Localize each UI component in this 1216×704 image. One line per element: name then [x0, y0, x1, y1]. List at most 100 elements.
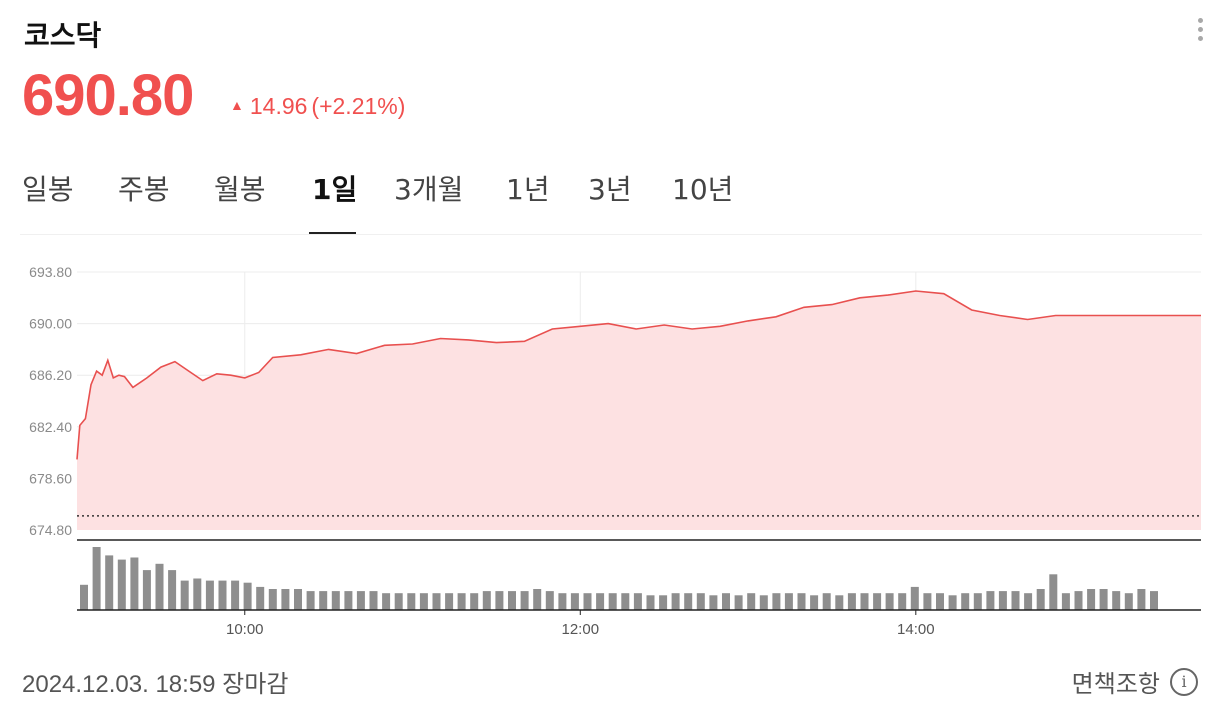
volume-bar [998, 591, 1007, 610]
volume-bar [545, 591, 554, 610]
volume-bar [432, 593, 441, 610]
index-title: 코스닥 [24, 19, 102, 52]
disclaimer-link[interactable]: 면책조항 i [1072, 664, 1198, 699]
volume-bar [936, 593, 944, 610]
more-options-icon[interactable] [1192, 18, 1208, 50]
volume-bar [520, 591, 529, 610]
market-close-timestamp: 2024.12.03. 18:59 장마감 [22, 671, 289, 698]
price-area [77, 291, 1201, 530]
y-tick-label: 686.20 [29, 367, 72, 383]
volume-bar [92, 547, 101, 610]
volume-bar [747, 593, 756, 610]
volume-bar [596, 593, 605, 610]
volume-bar [948, 595, 957, 610]
volume-bar [294, 589, 302, 610]
tab-1day[interactable]: 1일 [312, 173, 358, 206]
tabs-divider [20, 234, 1202, 235]
volume-bar [633, 593, 642, 610]
volume-bar [784, 593, 793, 610]
volume-bar [646, 595, 655, 610]
x-tick-label: 10:00 [226, 621, 264, 638]
volume-bar [810, 595, 819, 610]
volume-bar [193, 578, 202, 610]
volume-bar [356, 591, 365, 610]
volume-bar [1150, 591, 1158, 610]
volume-bar [470, 593, 479, 610]
tab-3months[interactable]: 3개월 [394, 173, 464, 206]
volume-bar [873, 593, 882, 610]
volume-bar [885, 593, 894, 610]
volume-bar [218, 580, 227, 610]
volume-bar [1087, 589, 1096, 610]
x-tick-label: 12:00 [562, 621, 600, 638]
active-tab-indicator [309, 232, 356, 234]
change-value: 14.96 [249, 93, 308, 119]
info-icon[interactable]: i [1170, 667, 1198, 696]
tab-daily[interactable]: 일봉 [22, 173, 74, 206]
volume-bar [495, 591, 504, 610]
volume-bar [117, 559, 126, 610]
volume-bar [407, 593, 416, 610]
volume-bar [583, 593, 592, 610]
volume-bar [445, 593, 454, 610]
tab-3years[interactable]: 3년 [588, 173, 632, 206]
volume-bar [722, 593, 730, 610]
x-tick-label: 14:00 [897, 621, 935, 638]
volume-bar [671, 593, 680, 610]
volume-bar [306, 591, 315, 610]
volume-bar [759, 595, 768, 610]
volume-bar [961, 593, 970, 610]
up-arrow-icon: ▲ [230, 97, 244, 113]
disclaimer-label: 면책조항 [1071, 670, 1160, 698]
volume-bar [847, 593, 856, 610]
volume-bar [394, 593, 403, 610]
volume-bar [243, 582, 252, 610]
y-tick-label: 674.80 [29, 522, 72, 538]
volume-bar [1137, 589, 1146, 610]
volume-bar [898, 593, 907, 610]
volume-bar [1011, 591, 1020, 610]
volume-bar [533, 589, 542, 610]
volume-bar [558, 593, 567, 610]
tab-weekly[interactable]: 주봉 [118, 173, 170, 206]
volume-bar [231, 580, 240, 610]
volume-bar [696, 593, 705, 610]
volume-bar [331, 591, 340, 610]
volume-bar [382, 593, 391, 610]
volume-bar [621, 593, 630, 610]
price-change: ▲ 14.96 (+2.21%) [230, 93, 405, 120]
volume-bar [457, 593, 466, 610]
intraday-chart[interactable]: 693.80 690.00 686.20 682.40 678.60 674.80 10:0… [0, 250, 1216, 650]
volume-bar [608, 593, 617, 610]
tab-10years[interactable]: 10년 [672, 173, 734, 206]
current-price: 690.80 [22, 63, 194, 128]
y-tick-label: 693.80 [29, 264, 72, 280]
volume-bar [1112, 591, 1121, 610]
volume-bar [268, 589, 277, 610]
volume-bar [130, 557, 139, 610]
volume-bar [142, 570, 151, 610]
y-tick-label: 678.60 [29, 470, 72, 486]
y-tick-label: 690.00 [29, 316, 72, 332]
change-percent: (+2.21%) [311, 93, 406, 119]
volume-bar [1061, 593, 1070, 610]
volume-bar [1074, 591, 1083, 610]
tab-1year[interactable]: 1년 [506, 173, 550, 206]
volume-bar [772, 593, 781, 610]
volume-bar [155, 563, 164, 610]
volume-bar [1036, 589, 1045, 610]
volume-bar [709, 595, 718, 610]
volume-bar [684, 593, 693, 610]
y-tick-label: 682.40 [29, 419, 72, 435]
volume-bar [986, 591, 995, 610]
volume-bar [860, 593, 869, 610]
volume-bar [910, 586, 919, 610]
volume-bar [180, 580, 189, 610]
volume-bar [168, 570, 177, 610]
volume-bar [835, 595, 844, 610]
tab-monthly[interactable]: 월봉 [214, 173, 266, 206]
volume-bar [80, 584, 88, 610]
volume-bar [570, 593, 579, 610]
volume-bar [319, 591, 328, 610]
volume-bar [281, 589, 290, 610]
